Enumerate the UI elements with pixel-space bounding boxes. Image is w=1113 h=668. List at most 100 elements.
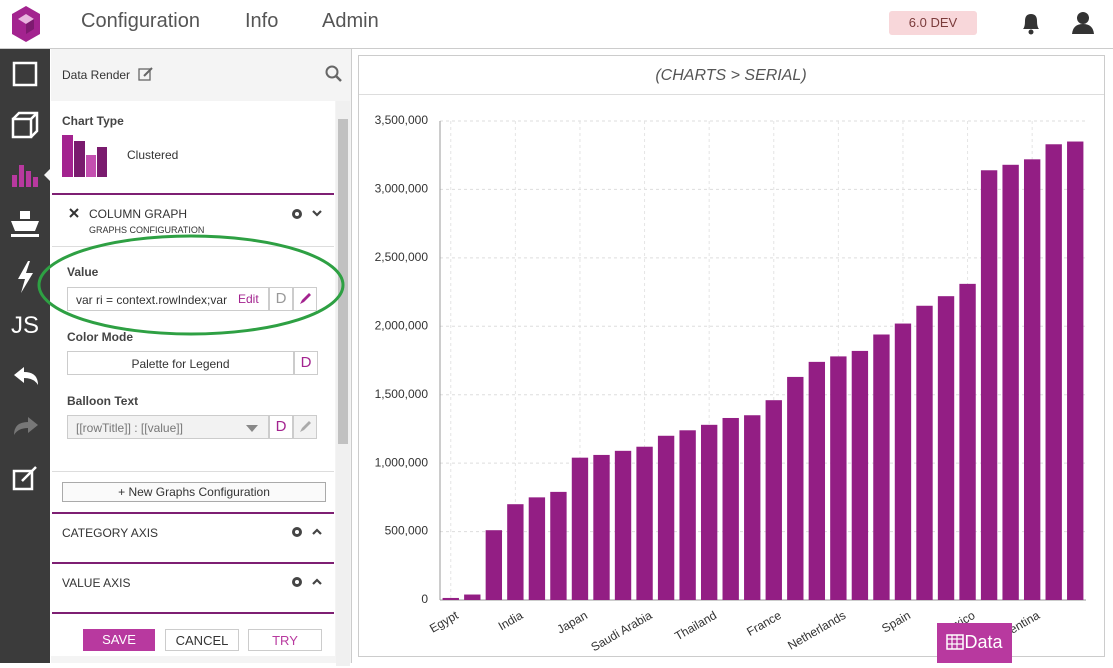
divider	[52, 471, 334, 472]
section-controls[interactable]	[290, 575, 324, 589]
bar	[787, 376, 804, 600]
search-icon[interactable]	[325, 65, 343, 83]
bar	[657, 435, 675, 600]
bar	[550, 491, 567, 600]
d-button[interactable]: D	[269, 287, 293, 311]
bar	[851, 350, 869, 600]
version-badge: 6.0 DEV	[889, 11, 977, 35]
divider	[359, 94, 1104, 95]
bar	[1045, 144, 1062, 600]
bell-icon[interactable]	[1019, 10, 1043, 36]
x-tick-label: Thailand	[672, 608, 719, 643]
logo	[12, 6, 40, 42]
d-button[interactable]: D	[294, 351, 318, 375]
bar	[916, 305, 933, 600]
input-text: var ri = context.rowIndex;var	[76, 293, 228, 307]
section-title: CATEGORY AXIS	[62, 526, 159, 540]
y-tick-label: 3,500,000	[375, 113, 429, 127]
bar	[528, 497, 546, 600]
bar	[485, 530, 503, 600]
bar	[959, 283, 976, 600]
pencil-button[interactable]	[293, 287, 317, 311]
user-icon[interactable]	[1071, 10, 1095, 36]
cancel-button[interactable]: CANCEL	[165, 629, 239, 651]
js-icon[interactable]: JS	[11, 312, 39, 339]
input-text: Palette for Legend	[131, 357, 230, 371]
y-tick-label: 2,500,000	[375, 250, 429, 264]
try-button[interactable]: TRY	[248, 629, 322, 651]
divider	[52, 193, 334, 195]
y-tick-label: 2,000,000	[375, 318, 429, 332]
chart-title: (CHARTS > SERIAL)	[655, 67, 806, 84]
x-tick-label: Japan	[555, 608, 590, 636]
icon[interactable]	[12, 61, 38, 87]
nav-item[interactable]: Info	[245, 10, 279, 32]
chart: (CHARTS > SERIAL) 0 500,000 1,000,000 1,500…	[375, 67, 1086, 654]
close-icon[interactable]	[69, 208, 79, 218]
new-config-button[interactable]: + New Graphs Configuration	[62, 482, 326, 502]
bar	[442, 597, 459, 600]
bar	[830, 356, 847, 600]
section-header[interactable]: CATEGORY AXIS	[52, 512, 334, 552]
chart-type-label: Chart Type	[62, 114, 124, 128]
top-bar: Configuration Info Admin 6.0 DEV	[0, 0, 1113, 49]
y-tick-label: 3,000,000	[375, 182, 429, 196]
data-button[interactable]: Data	[937, 623, 1012, 663]
bar	[571, 457, 589, 600]
scrollbar[interactable]	[336, 101, 350, 666]
bar	[744, 415, 761, 600]
section-controls[interactable]	[290, 525, 324, 539]
chart-type-icon[interactable]	[62, 133, 108, 179]
icon[interactable]	[11, 111, 39, 139]
graph-title: COLUMN GRAPH	[89, 207, 188, 221]
field-input[interactable]: Palette for Legend	[67, 351, 294, 375]
nav-item[interactable]: Admin	[322, 10, 379, 32]
field-select[interactable]: [[rowTitle]] : [[value]]	[67, 415, 269, 439]
icon[interactable]	[14, 367, 38, 385]
panel-title: Data Render	[62, 68, 131, 82]
y-tick-label: 500,000	[385, 524, 429, 538]
bar	[636, 446, 653, 600]
pencil-button[interactable]	[293, 415, 317, 439]
divider	[52, 246, 334, 247]
x-tick-label: France	[744, 608, 784, 639]
field-label: Color Mode	[67, 330, 133, 344]
icon[interactable]	[14, 417, 38, 435]
bar	[980, 170, 998, 601]
bar	[722, 417, 739, 600]
field-label: Balloon Text	[67, 394, 139, 408]
icon[interactable]	[11, 211, 39, 237]
x-tick-label: Egypt	[427, 608, 461, 636]
bar	[873, 334, 890, 600]
icon[interactable]	[12, 165, 38, 187]
chart-panel: (CHARTS > SERIAL) 0 500,000 1,000,000 1,500…	[358, 55, 1105, 657]
bar	[1067, 141, 1084, 600]
x-tick-label: India	[496, 608, 526, 633]
bar	[1023, 159, 1041, 600]
field-label: Value	[67, 265, 99, 279]
icon[interactable]	[12, 466, 37, 491]
y-tick-label: 0	[421, 592, 428, 606]
bar	[937, 296, 955, 600]
sidebar-icons: JS	[11, 61, 50, 491]
save-button[interactable]: SAVE	[83, 629, 155, 651]
divider	[52, 612, 334, 614]
section-title: VALUE AXIS	[62, 576, 131, 590]
bar	[464, 594, 481, 600]
y-tick-label: 1,000,000	[375, 455, 429, 469]
annotation-ellipse	[37, 234, 345, 336]
field-input[interactable]: var ri = context.rowIndex;var	[67, 287, 269, 311]
section-header[interactable]: VALUE AXIS	[52, 562, 334, 602]
config-panel: Data Render Chart Type Clustered COLUMN …	[51, 49, 352, 666]
edit-icon[interactable]	[138, 66, 154, 82]
d-button[interactable]: D	[269, 415, 293, 439]
graph-controls[interactable]	[290, 207, 324, 221]
edit-link[interactable]: Edit	[238, 288, 268, 310]
bar	[507, 504, 524, 600]
nav-item[interactable]: Configuration	[81, 10, 200, 32]
input-text: [[rowTitle]] : [[value]]	[76, 421, 183, 435]
bar	[1002, 164, 1019, 600]
data-button-label: Data	[964, 632, 1003, 652]
icon[interactable]	[18, 261, 33, 293]
